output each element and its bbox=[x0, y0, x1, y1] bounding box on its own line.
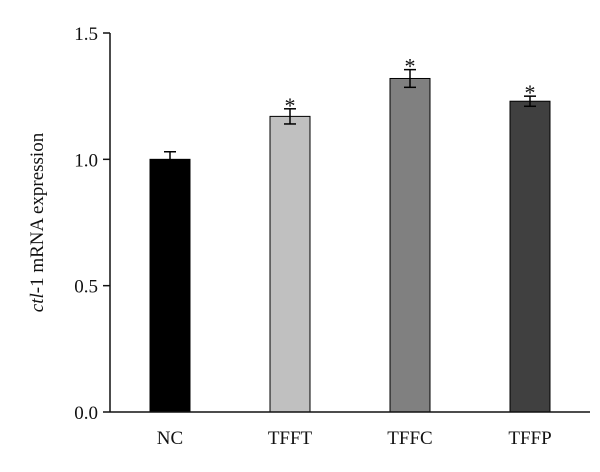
x-tick-label-tffp: TFFP bbox=[508, 428, 551, 449]
bar-tffc bbox=[389, 77, 431, 413]
significance-star-tffp: * bbox=[525, 80, 536, 105]
y-tick-label: 1.5 bbox=[74, 24, 98, 45]
y-tick-label: 0.0 bbox=[74, 403, 98, 424]
bar-tffp bbox=[509, 100, 551, 413]
error-bar-nc bbox=[164, 151, 176, 168]
bar-tfft bbox=[269, 115, 311, 413]
x-tick-label-tffc: TFFC bbox=[387, 428, 432, 449]
x-tick-label-tfft: TFFT bbox=[268, 428, 313, 449]
y-tick-label: 1.0 bbox=[74, 150, 98, 171]
y-axis-title-rest: -1 mRNA expression bbox=[27, 132, 48, 293]
y-tick-label: 0.5 bbox=[74, 277, 98, 298]
significance-star-tfft: * bbox=[285, 93, 296, 118]
error-bar-tffc bbox=[404, 68, 416, 89]
x-ticks: NC TFFT TFFC TFFP bbox=[157, 428, 552, 449]
error-bar-tfft bbox=[284, 108, 296, 125]
y-axis-title-italic: ctl bbox=[27, 293, 48, 312]
x-tick-label-nc: NC bbox=[157, 428, 183, 449]
plot-area: * * * bbox=[149, 54, 551, 413]
error-bar-tffp bbox=[524, 95, 536, 108]
significance-star-tffc: * bbox=[405, 54, 416, 79]
bar-nc bbox=[149, 158, 191, 413]
y-ticks: 0.0 0.5 1.0 1.5 bbox=[74, 24, 110, 424]
y-axis-title: ctl-1 mRNA expression bbox=[27, 132, 48, 312]
